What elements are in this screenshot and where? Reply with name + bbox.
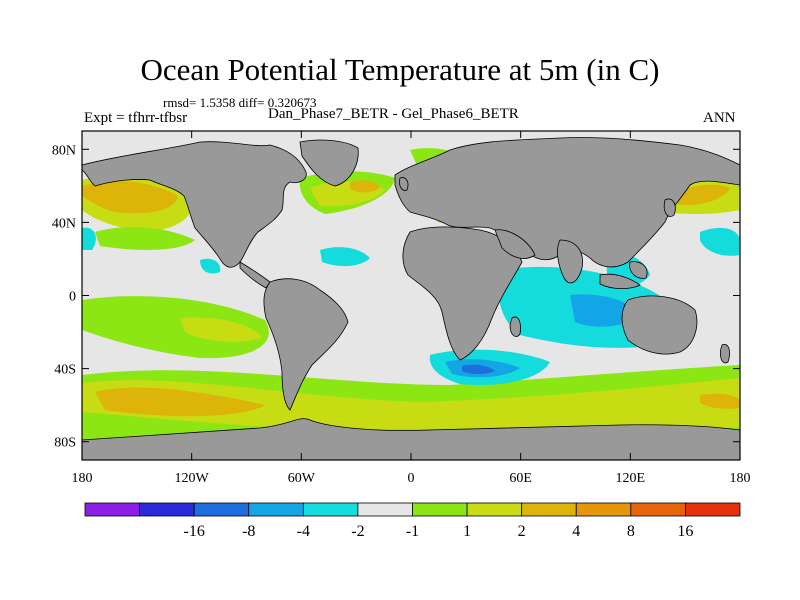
colorbar-swatch — [521, 502, 577, 517]
lon-label: 180 — [72, 471, 93, 486]
lat-label: 0 — [69, 290, 76, 305]
colorbar-swatch — [575, 502, 632, 517]
greenland-land — [299, 139, 359, 187]
lon-label: 120W — [175, 471, 210, 486]
plot-title: Ocean Potential Temperature at 5m (in C) — [140, 52, 660, 87]
stats-label: rmsd= 1.5358 diff= 0.320673 — [163, 95, 317, 110]
pacific-cool-patch-west — [82, 227, 96, 250]
colorbar-label: -1 — [406, 523, 419, 540]
season-label: ANN — [703, 110, 736, 126]
lat-label: 40N — [52, 216, 76, 231]
africa-land — [402, 226, 523, 361]
axis-labels: 80N 40N 0 40S 80S 180 120W 60W 0 60E 120E 180 — [52, 143, 751, 486]
colorbar-swatch — [84, 502, 140, 517]
india-land — [557, 239, 583, 284]
lon-label: 0 — [408, 471, 415, 486]
colorbar-swatch — [357, 502, 413, 517]
axis-ticks — [81, 131, 741, 460]
southern-ocean-warm-band — [82, 378, 740, 432]
arabia-land — [494, 229, 536, 259]
new-zealand-land — [720, 343, 730, 364]
colorbar-swatch — [139, 502, 195, 517]
south-america-land — [263, 278, 349, 411]
antarctica-land — [82, 418, 740, 460]
colorbar-swatch — [302, 502, 359, 517]
colorbar-swatch — [466, 502, 523, 517]
east-pacific-green — [82, 296, 269, 359]
pacific-cool-patch-east — [700, 227, 740, 256]
pacific-green-band — [95, 226, 195, 250]
southern-ocean-hot-patch-east — [700, 393, 740, 409]
colorbar-label: 8 — [627, 523, 635, 540]
colorbar-label: -4 — [297, 523, 310, 540]
borneo-land — [629, 261, 648, 279]
colorbar-swatch — [412, 502, 468, 517]
southern-ocean-hot-patch — [95, 387, 265, 417]
north-america-land — [82, 141, 307, 268]
australia-land — [621, 295, 698, 355]
colorbar-label: -16 — [184, 523, 205, 540]
lon-label: 120E — [616, 471, 646, 486]
east-pacific-yellow — [180, 317, 262, 342]
colorbar-swatch — [193, 502, 250, 517]
colorbar-label: 2 — [518, 523, 526, 540]
colorbar-swatch — [630, 502, 686, 517]
lat-label: 80N — [52, 143, 76, 158]
colorbar-label: 1 — [463, 523, 471, 540]
lat-label: 80S — [54, 436, 76, 451]
colorbar-label: 4 — [572, 523, 580, 540]
subtitle-label: Dan_Phase7_BETR - Gel_Phase6_BETR — [268, 106, 519, 122]
colorbar-swatch — [685, 502, 741, 517]
central-america-land — [239, 261, 271, 289]
japan-land — [663, 198, 676, 217]
land-masses — [82, 137, 740, 460]
lat-label: 40S — [54, 363, 76, 378]
colorbar-swatch — [248, 502, 304, 517]
agulhas-coolest — [462, 364, 495, 374]
atlantic-cool-patch — [320, 247, 370, 267]
madagascar-land — [509, 316, 521, 337]
colorbar — [84, 502, 741, 517]
lon-label: 180 — [730, 471, 751, 486]
colorbar-label: -8 — [242, 523, 255, 540]
lon-label: 60W — [288, 471, 316, 486]
british-isles-land — [399, 177, 409, 191]
experiment-label: Expt = tfhrr-tfbsr — [84, 110, 188, 126]
colorbar-label: 16 — [677, 523, 693, 540]
colorbar-label: -2 — [351, 523, 364, 540]
colorbar-labels: -16 -8 -4 -2 -1 1 2 4 8 16 — [184, 523, 694, 540]
north-pacific-hot — [82, 181, 178, 214]
lon-label: 60E — [509, 471, 532, 486]
indonesia-land — [599, 273, 641, 290]
central-pacific-cool — [200, 258, 221, 274]
north-atlantic-hot — [350, 180, 380, 193]
